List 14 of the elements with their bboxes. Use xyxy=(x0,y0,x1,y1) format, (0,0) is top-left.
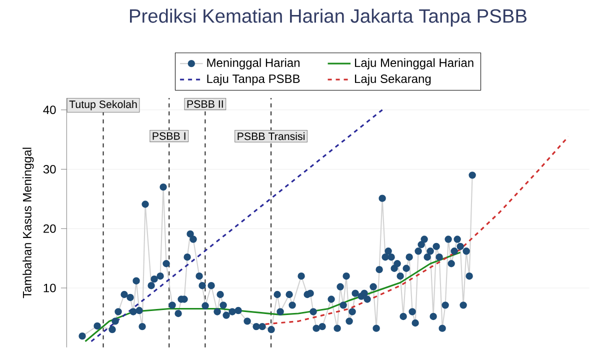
chart-title: Prediksi Kematian Harian Jakarta Tanpa PSBB xyxy=(130,8,526,27)
y-tick-label: 30 xyxy=(43,164,56,174)
annotation: PSBB II xyxy=(187,100,223,108)
y-tick-label: 10 xyxy=(44,284,56,292)
y-tick-label: 20 xyxy=(44,224,56,233)
y-axis-title: Tambahan Kasus Meninggal xyxy=(22,148,34,298)
legend-label: Laju Meninggal Harian xyxy=(355,58,474,70)
annotation: PSBB Transisi xyxy=(238,132,304,140)
annotation: PSBB I xyxy=(152,132,186,140)
y-tick-label: 40 xyxy=(43,106,56,114)
annotation: Tutup Sekolah xyxy=(69,100,137,110)
legend-label: Laju Sekarang xyxy=(355,74,431,86)
legend-label: Laju Tanpa PSBB xyxy=(207,74,300,86)
legend-label: Meninggal Harian xyxy=(207,58,300,70)
